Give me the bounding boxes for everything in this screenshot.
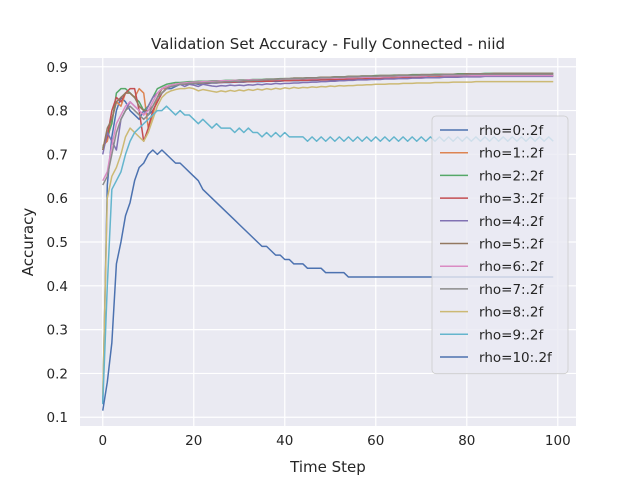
x-tick-label: 100 xyxy=(545,433,571,449)
x-tick-label: 0 xyxy=(98,433,107,449)
y-tick-label: 0.9 xyxy=(47,60,68,76)
x-tick-label: 20 xyxy=(185,433,202,449)
legend-entry: rho=8:.2f xyxy=(479,305,544,321)
x-tick-label: 40 xyxy=(276,433,293,449)
legend: rho=0:.2f rho=1:.2f rho=2:.2f rho=3:.2f rho=… xyxy=(431,115,569,375)
y-axis-title: Accuracy xyxy=(19,208,37,277)
legend-entry: rho=6:.2f xyxy=(479,259,544,275)
series-layer xyxy=(102,72,554,411)
legend-entry: rho=9:.2f xyxy=(479,327,544,343)
legend-entry: rho=4:.2f xyxy=(479,214,544,230)
legend-entry: rho=5:.2f xyxy=(479,237,544,253)
x-axis-title: Time Step xyxy=(289,458,366,476)
x-tick-label: 80 xyxy=(458,433,475,449)
y-tick-label: 0.2 xyxy=(47,366,68,382)
x-tick-label: 60 xyxy=(367,433,384,449)
y-axis: 0.1 0.2 0.3 0.4 0.5 0.6 0.7 0.8 0.9 xyxy=(47,60,68,426)
y-tick-label: 0.8 xyxy=(47,104,68,120)
y-tick-label: 0.5 xyxy=(47,235,68,251)
legend-entry: rho=0:.2f xyxy=(479,123,544,139)
y-tick-label: 0.4 xyxy=(47,279,68,295)
chart-title: Validation Set Accuracy - Fully Connecte… xyxy=(151,35,505,53)
legend-entry: rho=1:.2f xyxy=(479,146,544,162)
y-tick-label: 0.7 xyxy=(47,147,68,163)
legend-frame xyxy=(431,115,569,375)
x-axis: 0 20 40 60 80 100 xyxy=(98,433,570,449)
y-tick-label: 0.6 xyxy=(47,191,68,207)
legend-entry: rho=3:.2f xyxy=(479,191,544,207)
y-tick-label: 0.3 xyxy=(47,323,68,339)
legend-entry: rho=7:.2f xyxy=(479,282,544,298)
legend-entry: rho=10:.2f xyxy=(479,350,553,366)
series-line-rho-8 xyxy=(102,80,554,396)
series-line-rho-7 xyxy=(102,73,554,186)
y-tick-label: 0.1 xyxy=(47,410,68,426)
legend-entry: rho=2:.2f xyxy=(479,168,544,184)
